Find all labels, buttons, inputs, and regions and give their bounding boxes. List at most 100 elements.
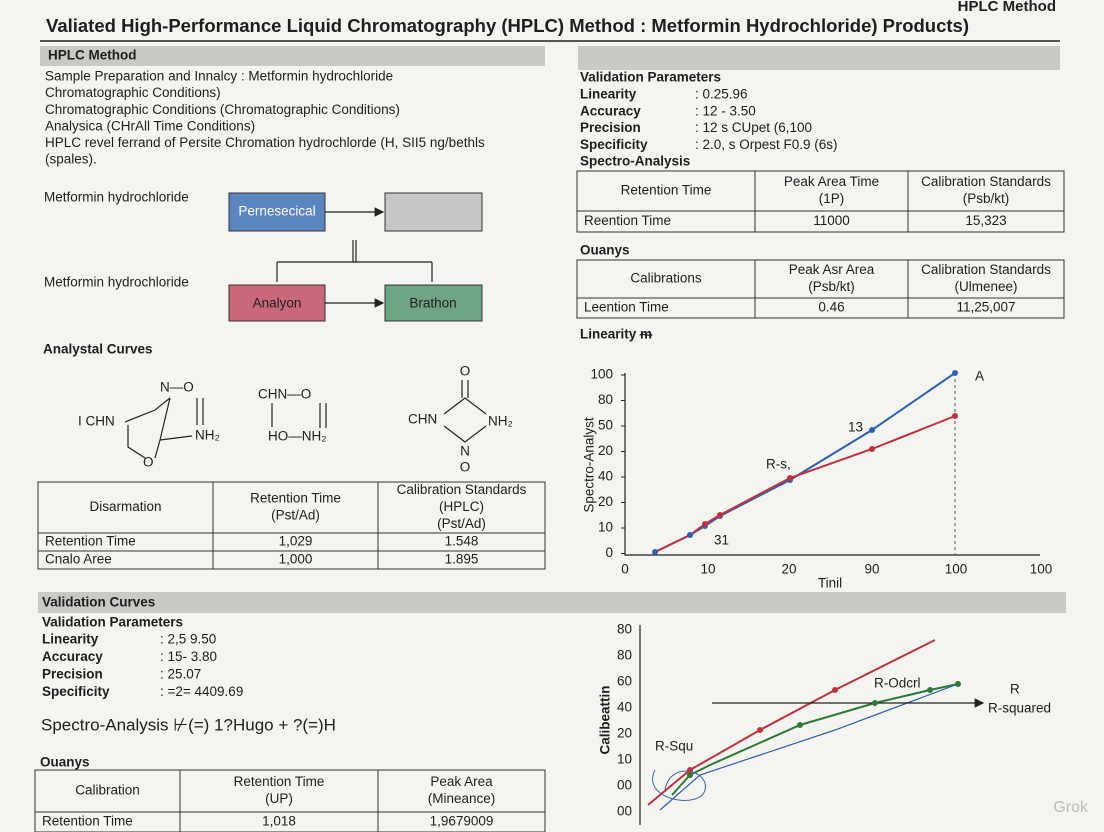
- flow-box: [384, 284, 483, 322]
- table-cell: 11000: [813, 213, 850, 228]
- parameter-name: Accuracy: [580, 103, 641, 118]
- y-tick-label: 60: [617, 674, 632, 689]
- curve-loop: [652, 769, 706, 801]
- point: [797, 722, 803, 728]
- table-border: [576, 170, 1065, 233]
- table-header: (Pst/Ad): [271, 508, 320, 523]
- parameter-name: Linearity: [580, 87, 637, 102]
- parameter-value: : 15- 3.80: [160, 649, 217, 664]
- annotation: A: [975, 369, 984, 384]
- table-header: Calibration: [75, 783, 140, 798]
- table-cell: 1,000: [279, 552, 313, 567]
- y-tick-label: 20: [617, 726, 632, 741]
- parameter-value: : 0.25.96: [695, 87, 748, 102]
- y-tick-label: 20: [598, 443, 613, 458]
- x-tick-label: 20: [781, 562, 796, 577]
- annotation: 13: [848, 420, 863, 435]
- y-tick-label: 40: [598, 469, 613, 484]
- title: Valiated High-Performance Liquid Chromat…: [46, 15, 969, 36]
- x-tick-label: 90: [864, 562, 879, 577]
- parameter-name: Precision: [580, 120, 641, 135]
- corner-label: HPLC Method: [958, 0, 1056, 15]
- text-line: Analysica (CHrAll Time Conditions): [45, 118, 255, 133]
- parameter-value: : 12 s CUpet (6,100: [695, 120, 812, 135]
- annotation: 31: [714, 533, 729, 548]
- table-header: Calibration Standards: [397, 482, 527, 497]
- table-cell: 1.548: [445, 534, 479, 549]
- y-tick-label: 100: [590, 367, 613, 382]
- annotation: R-Odcrl: [874, 676, 921, 691]
- table-cell: 0.46: [818, 300, 844, 315]
- x-tick-label: 10: [700, 562, 715, 577]
- table-header: (UP): [265, 791, 293, 806]
- table-cell: 1.895: [445, 552, 479, 567]
- table-header: Calibration Standards: [921, 174, 1051, 189]
- table-header: (Mineance): [428, 791, 496, 806]
- structure-bonds: [443, 380, 487, 443]
- subheading: Ouanys: [40, 755, 90, 770]
- structure-bonds: [271, 403, 327, 428]
- formula: Spectro-Analysis ⊬(=) 1?Hugo + ?(=)H: [41, 715, 336, 734]
- point: [757, 727, 763, 733]
- structure-label: HO—NH₂: [268, 429, 327, 444]
- y-tick-label: 50: [598, 418, 613, 433]
- table-header: (HPLC): [439, 499, 484, 514]
- text-line: Chromatographic Conditions (Chromatograp…: [45, 102, 400, 117]
- structure-label: NH₂: [195, 428, 220, 443]
- y-tick-label: 80: [617, 622, 632, 637]
- method-text: Sample Preparation and Innalcy : Metform…: [45, 69, 485, 167]
- annotation: R-Squ: [655, 739, 693, 754]
- subheading: Linearity ᵯ: [580, 327, 653, 342]
- y-tick-label: 40: [617, 700, 632, 715]
- structure-label: O: [460, 460, 471, 475]
- point: [952, 370, 958, 376]
- table-header: Peak Area Time: [784, 174, 879, 189]
- parameter-value: : 12 - 3.50: [695, 103, 756, 118]
- table-header: Retention Time: [234, 774, 325, 789]
- section-bar: [578, 46, 1060, 70]
- subheading: Spectro-Analysis: [580, 154, 690, 169]
- text-line: Sample Preparation and Innalcy : Metform…: [45, 69, 393, 84]
- y-tick-label: 00: [617, 778, 632, 793]
- structure-bonds: [124, 397, 204, 459]
- table-header: (1P): [819, 191, 845, 206]
- text-line: Chromatographic Conditions): [45, 85, 221, 100]
- subheading: Analystal Curves: [43, 342, 153, 357]
- point: [687, 767, 693, 773]
- flow-box-label: Brathon: [409, 296, 456, 311]
- parameter-name: Linearity: [42, 632, 99, 647]
- text-line: (spales).: [45, 152, 97, 167]
- point: [687, 532, 693, 538]
- table-cell: Retention Time: [42, 814, 133, 829]
- y-tick-label: 80: [617, 648, 632, 663]
- y-tick-label: 00: [617, 804, 632, 819]
- y-tick-label: 20: [598, 494, 613, 509]
- x-tick-label: 0: [621, 562, 629, 577]
- y-tick-label: 10: [617, 752, 632, 767]
- structure-label: NH₂: [488, 414, 513, 429]
- x-tick-label: 100: [1030, 562, 1053, 577]
- table-cell: Retention Time: [45, 534, 136, 549]
- section-heading: HPLC Method: [48, 48, 137, 63]
- structure-label: O: [143, 455, 154, 470]
- point: [687, 772, 693, 778]
- chart-2: Calibeattin 80 80 60 40 20 10 00 00 R-Odcrl R R-sq…: [598, 622, 1051, 825]
- point: [952, 413, 958, 419]
- table-cell: Leention Time: [584, 300, 669, 315]
- section-heading: Validation Curves: [42, 595, 155, 610]
- parameter-name: Specificity: [580, 137, 648, 152]
- y-tick-label: 80: [598, 392, 613, 407]
- watermark: Grok: [1053, 799, 1089, 816]
- point: [872, 700, 878, 706]
- table-border: [37, 481, 546, 570]
- y-tick-label: 0: [605, 545, 613, 560]
- y-axis-label: Spectro-Analyst: [582, 417, 597, 513]
- table-border: [576, 259, 1065, 319]
- flow-box: [384, 192, 483, 232]
- table-cell: 11,25,007: [956, 300, 1015, 315]
- series-line: [659, 683, 959, 811]
- table-cell: Cnalo Aree: [45, 552, 112, 567]
- table-header: Peak Area: [430, 774, 493, 789]
